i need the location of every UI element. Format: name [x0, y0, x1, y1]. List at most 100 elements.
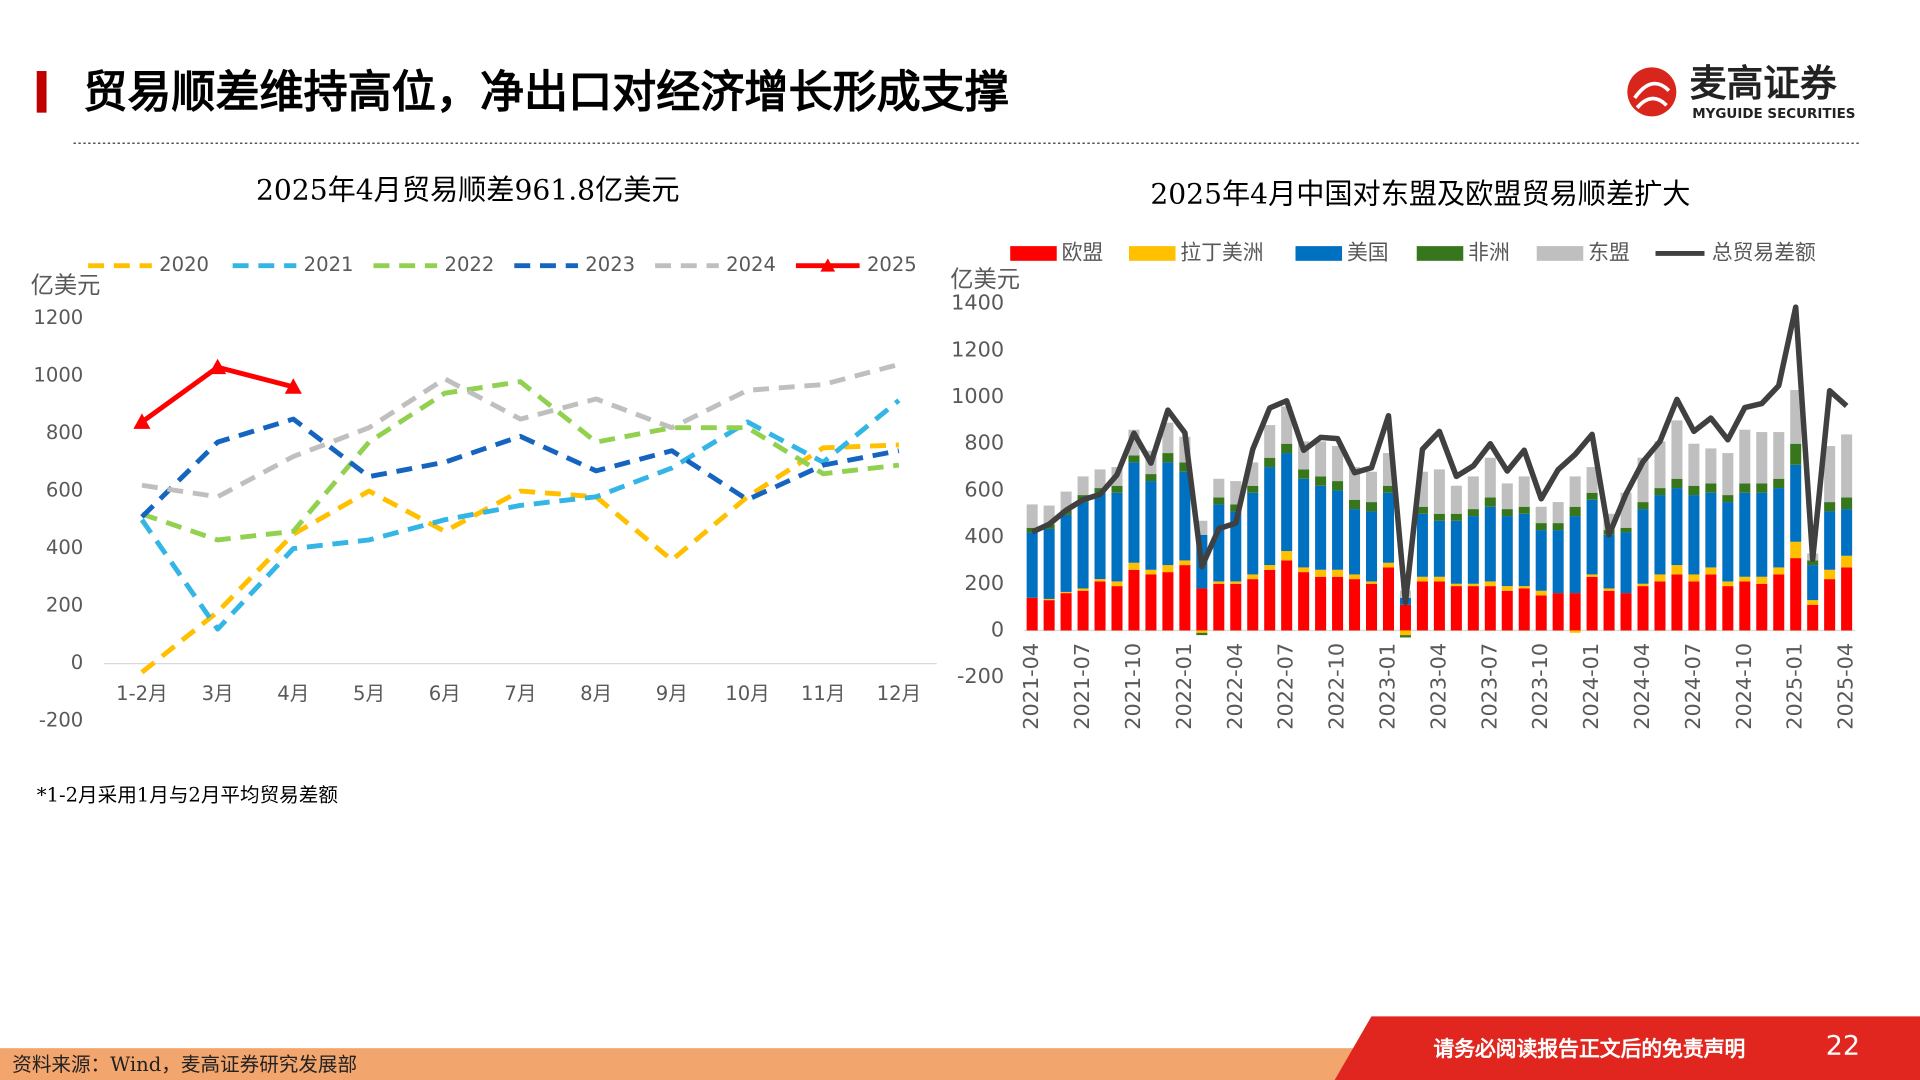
bar [1349, 467, 1361, 500]
bar [1450, 485, 1462, 514]
bar [1773, 488, 1785, 568]
series-line [141, 362, 900, 500]
x-tick-label: 2023-01 [1375, 643, 1399, 730]
bar [1366, 511, 1378, 582]
logo-text: 麦高证券 [1690, 62, 1837, 105]
x-tick-label: 9月 [656, 682, 688, 705]
bar [1179, 560, 1191, 566]
bar [1484, 457, 1496, 498]
bar [1382, 567, 1394, 631]
bar [1298, 567, 1310, 573]
y-axis-label: 亿美元 [31, 272, 101, 299]
bar [1399, 635, 1411, 638]
bar [1586, 467, 1598, 493]
bar [1807, 600, 1819, 605]
bar [1654, 495, 1666, 575]
y-axis-label: 亿美元 [950, 266, 1020, 293]
bar [1416, 513, 1428, 577]
x-tick-label: 2023-07 [1477, 643, 1501, 730]
bar [1824, 579, 1836, 631]
bar [1518, 506, 1530, 514]
y-tick-label: 400 [46, 536, 83, 559]
bar [1722, 495, 1734, 503]
bar [1467, 583, 1479, 587]
bar [1298, 572, 1310, 631]
bar [1332, 576, 1344, 631]
bar [1247, 579, 1259, 631]
series-marker [133, 413, 151, 429]
bar [1790, 558, 1802, 631]
bar [1264, 457, 1276, 468]
bar [1332, 569, 1344, 577]
bar [1586, 576, 1598, 631]
bar [1416, 576, 1428, 582]
bar [1535, 590, 1547, 596]
bar [1773, 478, 1785, 489]
y-tick-label: 0 [991, 617, 1004, 641]
x-tick-label: 7月 [504, 682, 536, 705]
legend-swatch [1295, 246, 1343, 261]
series-line [139, 398, 901, 632]
bar [1654, 574, 1666, 582]
bar [1162, 462, 1174, 566]
bar [1569, 506, 1581, 517]
bar [1026, 532, 1038, 598]
bar [1179, 565, 1191, 631]
legend-swatch [1010, 246, 1057, 261]
bar [1824, 502, 1836, 512]
x-tick-label: 2024-10 [1732, 643, 1756, 730]
y-tick-label: 0 [71, 651, 83, 674]
bar [1671, 565, 1683, 575]
bar [1637, 502, 1649, 510]
bar [1603, 590, 1615, 631]
bar [1247, 492, 1259, 575]
bar [1637, 583, 1649, 587]
bar [1349, 499, 1361, 510]
legend-label: 2023 [585, 253, 635, 276]
bar [1196, 630, 1208, 633]
source-note: 资料来源：Wind，麦高证券研究发展部 [12, 1053, 357, 1076]
bar [1552, 502, 1564, 524]
series-line [140, 442, 899, 675]
bar [1824, 569, 1836, 580]
bar [1705, 448, 1717, 484]
bar [1162, 453, 1174, 463]
y-tick-label: 1000 [33, 363, 83, 386]
bar [1518, 513, 1530, 587]
x-tick-label: 3月 [202, 682, 234, 705]
series-marker [284, 378, 302, 394]
y-tick-label: 1200 [951, 337, 1004, 361]
x-tick-label: 5月 [353, 682, 385, 705]
bar [1467, 509, 1479, 517]
bar [1620, 492, 1632, 528]
bar [1298, 469, 1310, 479]
bar [1569, 630, 1581, 633]
bar [1077, 588, 1089, 591]
bar [1077, 476, 1089, 496]
bar [1349, 574, 1361, 580]
bar [1213, 497, 1225, 505]
bar [1722, 453, 1734, 496]
bar [1484, 581, 1496, 587]
bar [1467, 586, 1479, 631]
bar [1433, 513, 1445, 521]
legend-swatch [1128, 246, 1176, 261]
bar [1773, 567, 1785, 575]
bar [1654, 488, 1666, 496]
x-tick-label: 8月 [580, 682, 612, 705]
legend-label: 美国 [1347, 240, 1389, 264]
bar [1807, 565, 1819, 601]
bar [1111, 586, 1123, 631]
y-tick-label: 200 [964, 571, 1004, 595]
bar [1281, 453, 1293, 552]
bar [1450, 583, 1462, 587]
slide-title: 贸易顺差维持高位，净出口对经济增长形成支撑 [83, 67, 1009, 118]
bar [1841, 555, 1853, 568]
y-tick-label: 200 [46, 594, 83, 617]
x-tick-label: 2021-07 [1070, 643, 1094, 730]
bar [1739, 581, 1751, 631]
bar [1179, 462, 1191, 472]
legend-label: 2021 [304, 253, 354, 276]
bar [1790, 541, 1802, 559]
